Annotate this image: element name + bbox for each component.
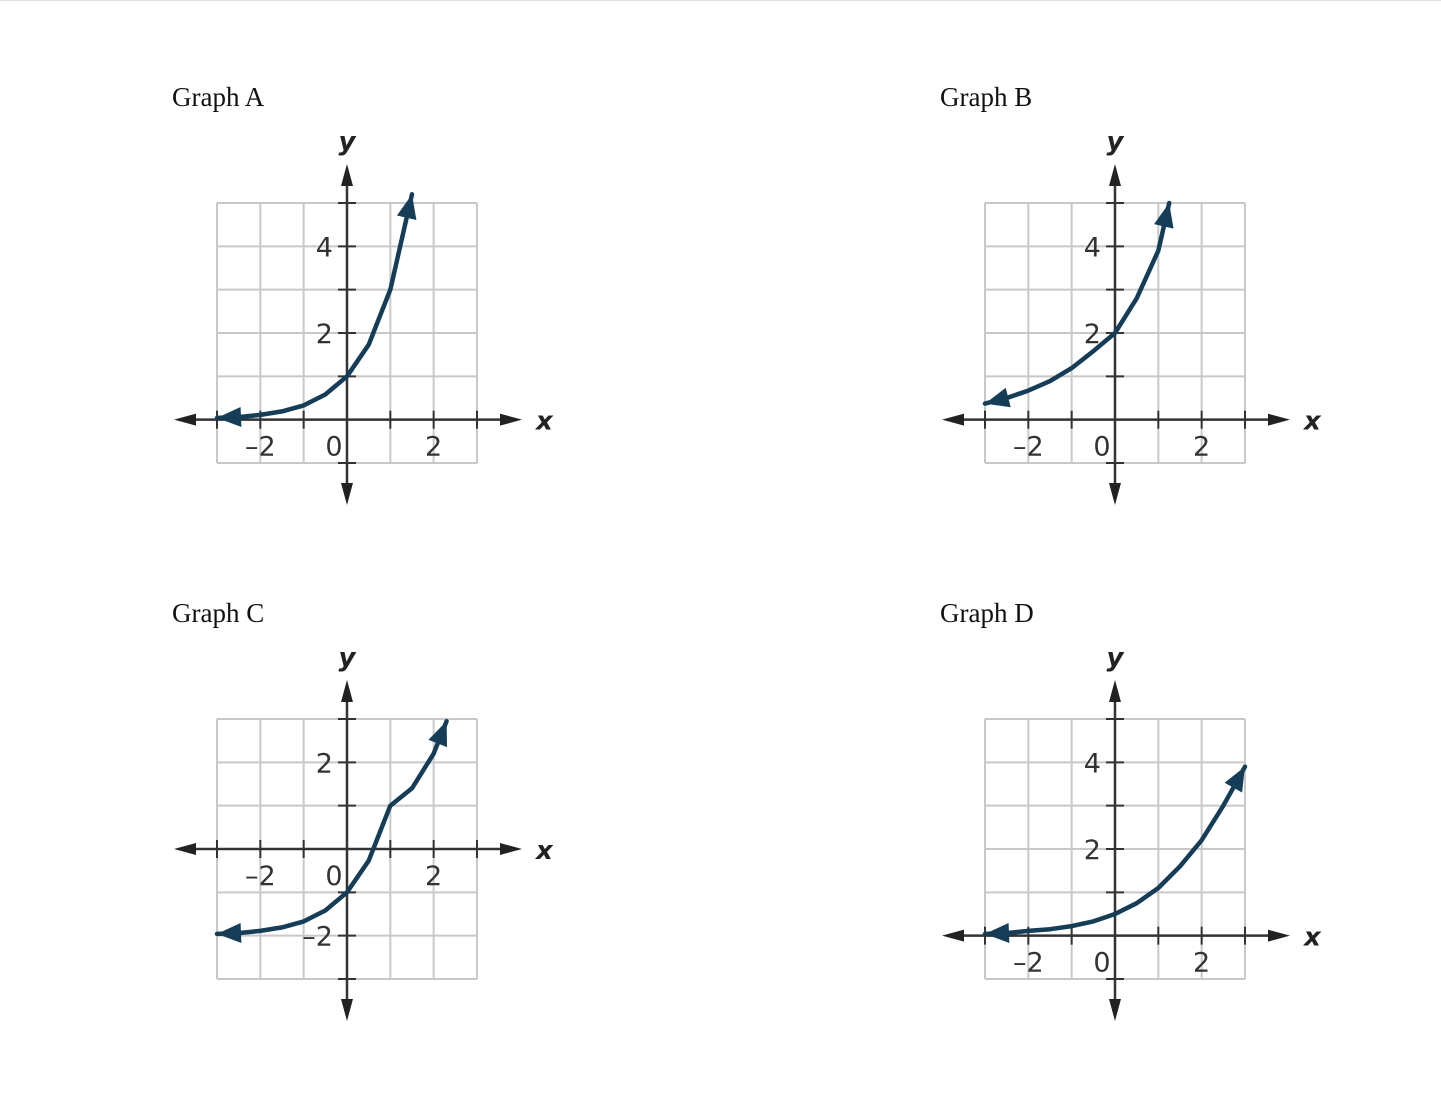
x-axis-label: x [534,407,554,437]
graph-d-panel: Graph D –2 0 2 2 4 x y [940,598,1441,1068]
x-tick-label: 2 [425,432,442,463]
x-axis-label: x [1302,407,1322,437]
x-tick-label: –2 [245,861,276,892]
graph-a-plot: –2 0 2 2 4 x y [174,127,554,505]
x-tick-label: 0 [325,432,342,463]
y-axis-arrow-up [1108,164,1121,186]
y-axis-arrow-down [340,483,353,505]
curve-line [214,192,415,421]
y-axis-arrow-up [1108,680,1121,702]
y-axis-arrow-down [1108,999,1121,1021]
graph-c-plot: –2 0 2 2 –2 x y [174,643,554,1021]
curve-line [982,764,1248,937]
x-axis-arrow-right [500,842,522,855]
graph-b-title: Graph B [940,82,1033,112]
curve-arrow-start [217,922,242,943]
curve-arrow-end [396,194,417,220]
y-tick-label: 2 [1084,319,1101,350]
x-axis-arrow-left [174,413,196,426]
curve-arrow-start [985,387,1011,408]
y-axis-label: y [1107,127,1125,157]
x-axis-label: x [1302,923,1322,953]
y-tick-label: 2 [316,748,333,779]
graph-b-panel: Graph B –2 0 2 2 4 x y [940,82,1441,552]
y-axis-label: y [1107,643,1125,673]
graph-d-plot: –2 0 2 2 4 x y [942,643,1322,1021]
y-tick-label: 2 [1084,835,1101,866]
x-axis-arrow-right [1268,413,1290,426]
x-axis-arrow-left [942,413,964,426]
x-axis-arrow-left [174,842,196,855]
x-tick-label: 0 [1093,948,1110,979]
graph-d-title: Graph D [940,598,1034,628]
x-axis-label: x [534,836,554,866]
graph-c-panel: Graph C –2 0 2 2 –2 x y [172,598,732,1068]
x-tick-label: 2 [1193,432,1210,463]
x-axis-arrow-right [500,413,522,426]
graph-a-title: Graph A [172,82,265,112]
curve-line [214,718,449,937]
x-tick-label: –2 [1013,432,1044,463]
y-axis-label: y [339,127,357,157]
x-tick-label: 0 [325,861,342,892]
y-tick-label: 2 [316,319,333,350]
curve-arrow-start [985,922,1010,943]
curve-arrow-end [1224,766,1245,793]
x-axis-arrow-right [1268,929,1290,942]
x-tick-label: –2 [1013,948,1044,979]
x-tick-label: 0 [1093,432,1110,463]
graph-c-title: Graph C [172,598,265,628]
curve-arrow-end [428,721,448,748]
y-axis-arrow-down [340,999,353,1021]
y-tick-label: –2 [302,922,333,953]
x-tick-label: –2 [245,432,276,463]
x-tick-label: 2 [425,861,442,892]
y-axis-label: y [339,643,357,673]
y-tick-label: 4 [1084,232,1101,263]
y-tick-label: 4 [316,232,333,263]
top-border [0,0,1441,1]
curve-line [982,200,1172,406]
y-axis-arrow-down [1108,483,1121,505]
curve-arrow-start [217,406,242,427]
curve-arrow-end [1154,203,1174,229]
x-tick-label: 2 [1193,948,1210,979]
graph-b-plot: –2 0 2 2 4 x y [942,127,1322,505]
y-axis-arrow-up [340,680,353,702]
x-axis-arrow-left [942,929,964,942]
graph-a-panel: Graph A –2 0 2 2 4 x y [172,82,732,552]
y-axis-arrow-up [340,164,353,186]
y-tick-label: 4 [1084,748,1101,779]
